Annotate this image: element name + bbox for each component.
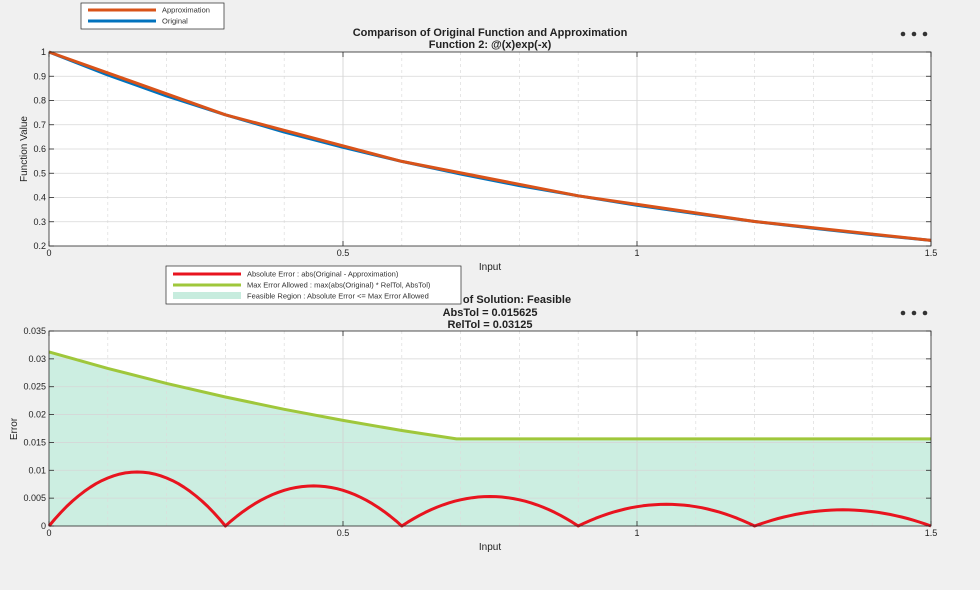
y-tick-label: 0.6 — [33, 144, 46, 154]
y-tick-label: 0.7 — [33, 120, 46, 130]
top-grid — [49, 52, 931, 246]
y-tick-label: 0 — [41, 521, 46, 531]
bottom-grid — [49, 331, 931, 526]
y-tick-label: 0.02 — [28, 410, 46, 420]
bottom-chart-subtitle-abstol: AbsTol = 0.015625 — [443, 307, 538, 319]
y-tick-label: 0.035 — [23, 326, 46, 336]
bottom-axes: 0 0.5 1 1.5 0 0.005 0.01 0.015 0.02 0.025 0.03 0.03… — [9, 265, 937, 553]
series-line-approximation — [48, 50, 932, 242]
x-tick-label: 1.5 — [925, 528, 938, 538]
y-tick-label: 0.03 — [28, 354, 46, 364]
legend-swatch-feasible-region — [173, 292, 241, 299]
legend-label-max-error: Max Error Allowed : max(abs(Original) * … — [247, 281, 431, 290]
y-tick-label: 1 — [41, 47, 46, 57]
y-tick-label: 0.4 — [33, 193, 46, 203]
top-y-axis-label: Function Value — [19, 116, 30, 182]
legend-label-feasible-region: Feasible Region : Absolute Error <= Max … — [247, 292, 429, 301]
x-tick-label: 1 — [634, 248, 639, 258]
y-tick-label: 0.3 — [33, 217, 46, 227]
y-tick-label: 0.015 — [23, 437, 46, 447]
top-legend: Approximation Original — [80, 2, 225, 30]
bottom-x-axis-label: Input — [479, 542, 501, 553]
legend-label-approximation: Approximation — [162, 6, 210, 15]
top-chart-title: Comparison of Original Function and Appr… — [353, 27, 628, 39]
bottom-ticks: 0 0.5 1 1.5 0 0.005 0.01 0.015 0.02 0.025 0.03 0.03… — [23, 326, 937, 538]
top-x-axis-label: Input — [479, 262, 501, 273]
bottom-more-options-icon[interactable] — [900, 310, 928, 316]
bottom-legend: Absolute Error : abs(Original - Approxim… — [165, 265, 462, 305]
y-tick-label: 0.5 — [33, 168, 46, 178]
top-more-options-icon[interactable] — [900, 31, 928, 37]
series-line-absolute-error — [47, 470, 932, 528]
y-tick-label: 0.01 — [28, 465, 46, 475]
bottom-chart-title: of Solution: Feasible — [463, 294, 571, 306]
y-tick-label: 0.9 — [33, 71, 46, 81]
top-legend-box — [80, 2, 225, 30]
legend-label-absolute-error: Absolute Error : abs(Original - Approxim… — [247, 270, 399, 279]
bottom-axes-box — [48, 330, 932, 527]
y-tick-label: 0.025 — [23, 382, 46, 392]
x-tick-label: 0.5 — [337, 528, 350, 538]
x-tick-label: 1.5 — [925, 248, 938, 258]
y-tick-label: 0.8 — [33, 96, 46, 106]
legend-label-original: Original — [162, 17, 188, 26]
y-tick-label: 0.2 — [33, 241, 46, 251]
top-series — [48, 50, 932, 242]
bottom-series — [47, 350, 932, 528]
x-tick-label: 0 — [46, 248, 51, 258]
x-tick-label: 0.5 — [337, 248, 350, 258]
top-ticks: 0 0.5 1 1.5 0.2 0.3 0.4 0.5 0.6 0.7 0.8 0.9 1 — [33, 47, 937, 258]
top-axes: 0 0.5 1 1.5 0.2 0.3 0.4 0.5 0.6 0.7 0.8 0.9 1 Compar… — [19, 2, 937, 273]
x-tick-label: 1 — [634, 528, 639, 538]
bottom-y-axis-label: Error — [9, 417, 20, 440]
bottom-chart-subtitle-reltol: RelTol = 0.03125 — [447, 319, 532, 331]
series-line-max-error — [48, 350, 931, 441]
y-tick-label: 0.005 — [23, 493, 46, 503]
top-chart-subtitle: Function 2: @(x)exp(-x) — [429, 39, 552, 51]
x-tick-label: 0 — [46, 528, 51, 538]
